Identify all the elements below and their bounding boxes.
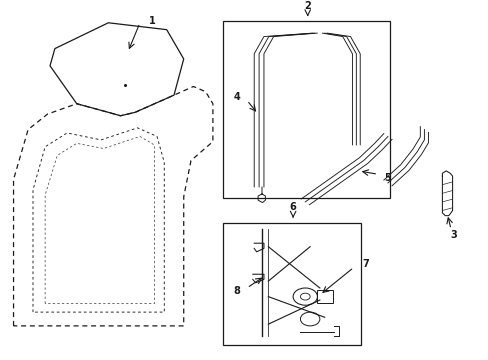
Text: 4: 4 — [233, 92, 240, 102]
Bar — [222, 21, 389, 198]
Text: 5: 5 — [384, 173, 390, 183]
Text: 3: 3 — [449, 230, 456, 240]
Bar — [222, 222, 361, 345]
Text: 1: 1 — [148, 16, 155, 26]
Text: 8: 8 — [233, 287, 240, 296]
Text: 6: 6 — [289, 202, 296, 212]
Text: 7: 7 — [362, 259, 368, 269]
Bar — [317, 291, 332, 303]
Text: 2: 2 — [304, 1, 310, 11]
